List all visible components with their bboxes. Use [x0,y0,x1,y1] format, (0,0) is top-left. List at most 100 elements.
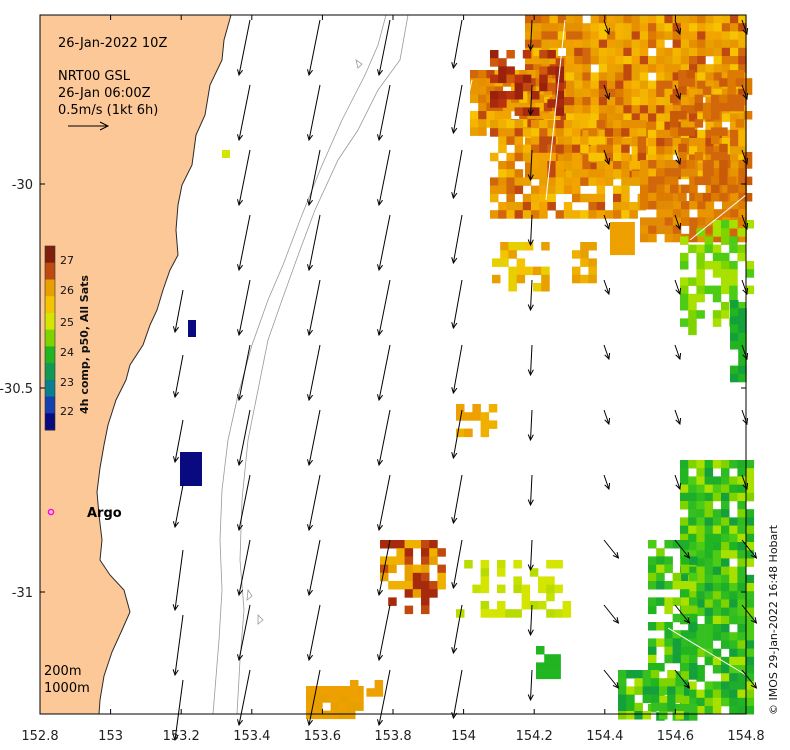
sst-pixel [572,128,581,137]
sst-pixel [721,492,730,502]
sst-pixel [642,694,652,704]
sst-pixel [745,574,755,584]
sst-pixel [737,566,746,576]
sst-pixel [696,624,705,633]
sst-pixel [497,560,506,569]
sst-pixel [664,113,673,122]
sst-pixel [572,210,581,219]
sst-pixel [656,105,665,114]
sst-pixel [470,111,479,120]
colorbar-swatch [45,346,55,364]
colorbar-swatch [45,396,55,414]
sst-pixel [631,47,641,57]
sst-pixel [721,525,730,535]
sst-pixel [618,246,627,256]
sst-pixel [712,484,722,494]
sst-pixel [566,15,575,24]
sst-pixel [704,484,714,494]
sst-pixel [623,64,632,73]
sst-pixel [648,23,657,32]
current-vector [674,344,681,360]
sst-pixel [650,678,660,687]
sst-pixel [555,144,565,154]
sst-pixel [680,15,690,24]
sst-pixel [672,201,682,210]
sst-pixel [623,31,632,40]
sst-pixel [531,161,540,170]
sst-pixel [314,694,323,703]
sst-pixel [672,192,682,202]
sst-pixel [648,80,657,90]
sst-pixel [541,283,550,292]
sst-pixel [696,673,705,682]
sst-pixel [738,129,747,139]
sst-pixel [711,193,720,202]
sst-pixel [572,177,581,186]
sst-pixel [508,266,517,276]
sst-pixel [713,80,723,90]
sst-pixel [421,564,430,574]
sst-pixel [721,566,730,576]
sst-pixel [711,184,720,194]
sst-pixel [555,210,565,219]
sst-pixel [743,160,753,169]
sst-pixel [712,310,722,319]
sst-pixel [721,47,731,57]
sst-pixel [529,568,539,577]
sst-pixel [688,591,697,600]
y-tick-label: -30 [12,178,33,193]
sst-pixel [697,209,706,218]
sst-pixel [539,50,548,59]
sst-pixel [745,697,755,707]
sst-pixel [648,97,657,106]
sst-pixel [672,638,682,647]
sst-pixel [607,72,616,81]
sst-pixel [574,88,583,98]
sst-pixel [689,192,698,202]
sst-pixel [626,670,635,679]
sst-pixel [478,78,487,87]
sst-pixel [694,193,704,202]
sst-pixel [721,689,730,699]
sst-pixel [697,64,706,73]
sst-pixel [648,121,657,131]
sst-pixel [574,31,583,40]
sst-pixel [704,261,714,270]
sst-pixel [719,94,728,104]
sst-pixel [566,88,575,98]
sst-pixel [566,97,575,106]
sst-pixel [580,250,589,259]
sst-pixel [738,316,747,325]
sst-pixel [626,230,635,239]
current-vector-head [604,222,611,231]
sst-pixel [531,152,540,162]
sst-pixel [524,266,534,276]
isobath-1000m-label: 1000m [44,681,90,696]
sst-pixel [730,192,739,202]
current-vector-head [527,629,534,637]
sst-pixel [637,152,647,162]
current-vector-head [172,391,180,399]
sst-pixel [721,269,730,278]
sst-pixel [572,161,581,170]
sst-pixel [547,99,556,108]
sst-pixel [656,581,665,590]
sst-pixel [712,665,722,674]
sst-pixel [721,656,730,666]
sst-pixel [572,152,581,162]
sst-pixel [738,233,747,243]
sst-pixel [721,310,730,319]
sst-pixel [729,583,738,592]
sst-pixel [618,686,627,695]
sst-pixel [730,129,739,139]
sst-pixel [531,136,540,145]
sst-pixel [704,517,714,526]
sst-pixel [664,605,673,615]
sst-pixel [656,622,665,631]
sst-pixel [697,201,706,210]
sst-pixel [544,654,553,663]
sst-pixel [610,230,619,239]
sst-pixel [712,689,722,699]
sst-pixel [672,23,682,32]
sst-pixel [539,202,548,211]
